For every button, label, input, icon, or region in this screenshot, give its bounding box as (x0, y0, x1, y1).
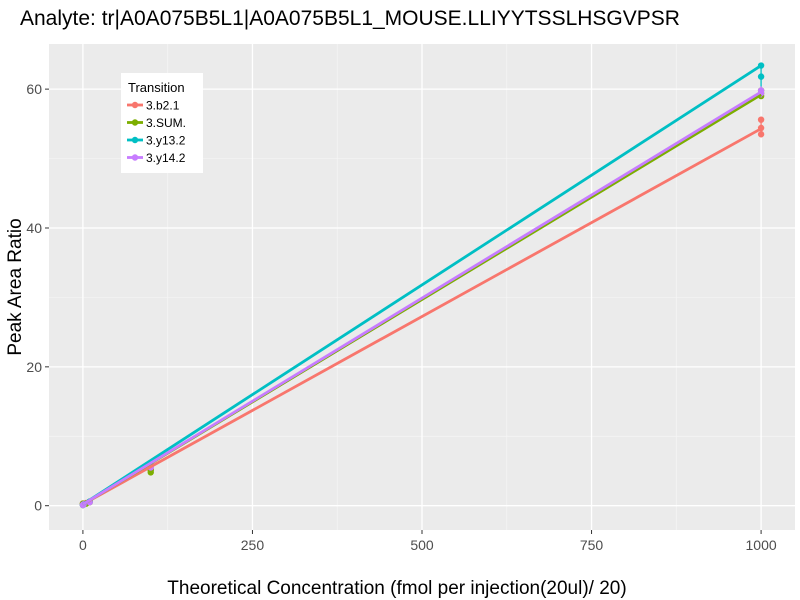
fit-line (82, 64, 762, 506)
legend-key-point (131, 136, 139, 144)
y-axis-title: Peak Area Ratio (5, 218, 26, 355)
fit-line (82, 127, 762, 506)
y-tick-label: 20 (26, 359, 42, 375)
legend-item: 3.y13.2 (127, 134, 186, 148)
data-point (757, 131, 765, 138)
legend-key-point (131, 101, 139, 109)
x-tick-label: 250 (241, 537, 265, 553)
series-layer (79, 62, 765, 509)
x-tick-label: 750 (580, 537, 604, 553)
legend-label: 3.b2.1 (146, 99, 180, 113)
data-point (757, 116, 765, 123)
legend-item: 3.y14.2 (127, 151, 186, 165)
x-axis: 0 250 500 750 1000 (79, 530, 777, 553)
y-tick-label: 40 (26, 220, 42, 236)
x-tick-label: 1000 (746, 537, 777, 553)
fit-line (82, 90, 762, 506)
data-point (757, 73, 765, 80)
x-axis-title: Theoretical Concentration (fmol per inje… (167, 578, 626, 599)
legend-title: Transition (128, 80, 185, 95)
legend-key-point (131, 154, 139, 161)
x-tick-label: 0 (79, 537, 87, 553)
x-tick-label: 500 (410, 537, 434, 553)
legend-label: 3.y13.2 (146, 134, 186, 148)
legend-item: 3.b2.1 (127, 99, 180, 113)
legend: Transition 3.b2.1 3.SUM. 3.y13.2 3.y14.2 (121, 73, 203, 173)
y-axis: 0 20 40 60 (26, 81, 49, 514)
y-tick-label: 0 (34, 498, 42, 514)
legend-item: 3.SUM. (127, 116, 186, 130)
legend-label: 3.SUM. (146, 116, 186, 130)
y-tick-label: 60 (26, 81, 42, 97)
legend-label: 3.y14.2 (146, 151, 186, 165)
legend-key-point (131, 119, 139, 126)
chart-title: Analyte: tr|A0A075B5L1|A0A075B5L1_MOUSE.… (20, 7, 680, 30)
